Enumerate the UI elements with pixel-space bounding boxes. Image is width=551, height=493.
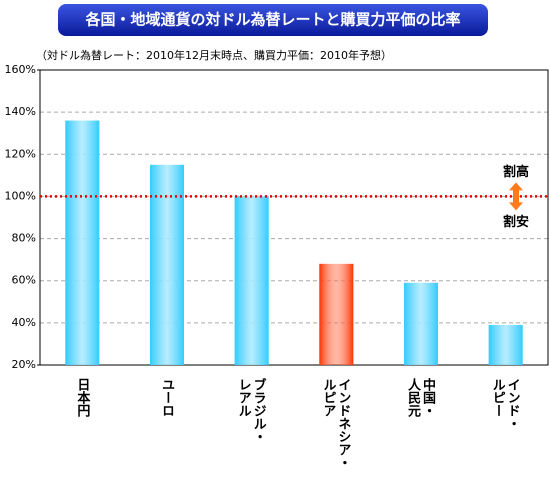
annotation: 割高 (503, 164, 529, 180)
bar-base (319, 263, 354, 365)
bar-base (150, 164, 184, 365)
bar-base (404, 282, 438, 365)
chart-title: 各国・地域通貨の対ドル為替レートと購買力平価の比率 (84, 11, 460, 29)
y-tick-label: 120% (5, 147, 36, 160)
x-tick-label: インド・ ルピー (489, 378, 520, 430)
y-tick-label: 80% (12, 232, 36, 245)
bar-base (65, 120, 100, 365)
bar (234, 196, 269, 365)
x-tick-label: インドネシア・ ルピア (320, 378, 351, 469)
y-tick-label: 140% (5, 105, 36, 118)
x-tick-label: ブラジル・ レアル (235, 378, 266, 443)
y-tick-label: 20% (12, 358, 36, 371)
bar (488, 324, 523, 365)
y-tick-label: 100% (5, 189, 36, 202)
x-tick-label: 中国・ 人民元 (405, 378, 435, 417)
bar (150, 164, 184, 365)
y-tick-label: 40% (12, 316, 36, 329)
bar (319, 263, 354, 365)
annotation: 割安 (503, 214, 529, 230)
bar-base (234, 196, 269, 365)
x-tick-label: 日本円 (74, 378, 90, 417)
y-tick-label: 60% (12, 274, 36, 287)
plot-border (39, 69, 549, 366)
y-tick-label: 160% (5, 63, 36, 76)
bar (65, 120, 100, 365)
chart-subtitle: （対ドル為替レート：2010年12月末時点、購買力平価：2010年予想） (36, 48, 392, 62)
bar-base (488, 324, 523, 365)
double-arrow (509, 182, 523, 211)
title-box (58, 4, 488, 36)
x-tick-label: ユーロ (159, 378, 174, 417)
bar (404, 282, 438, 365)
